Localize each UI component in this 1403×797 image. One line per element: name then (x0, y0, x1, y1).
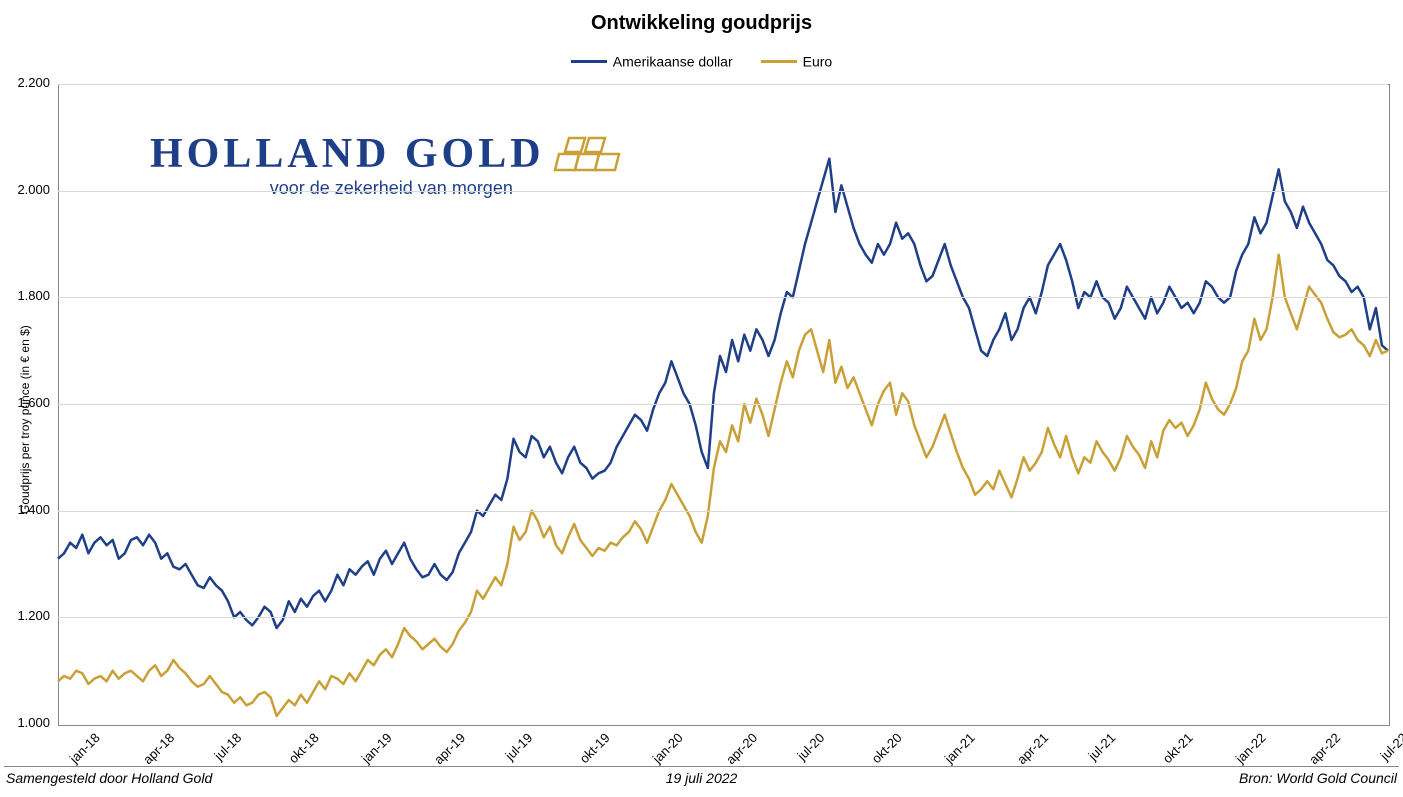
series-line (58, 255, 1388, 716)
gridline (58, 617, 1388, 618)
gold-bars-icon (553, 130, 633, 178)
y-tick-label: 1.800 (0, 288, 50, 303)
footer-separator (4, 766, 1399, 767)
holland-gold-logo: HOLLAND GOLD voor de zekerheid van morge… (150, 130, 633, 199)
gridline (58, 404, 1388, 405)
logo-text: HOLLAND GOLD (150, 130, 545, 178)
gridline (58, 297, 1388, 298)
series-line (58, 159, 1388, 628)
gridline (58, 84, 1388, 85)
y-tick-label: 1.000 (0, 715, 50, 730)
y-tick-label: 1.400 (0, 502, 50, 517)
line-series-svg (0, 0, 1403, 797)
footer-center-text: 19 juli 2022 (0, 770, 1403, 786)
logo-subtitle: voor de zekerheid van morgen (150, 178, 633, 199)
gridline (58, 191, 1388, 192)
y-tick-label: 2.000 (0, 182, 50, 197)
y-tick-label: 1.200 (0, 608, 50, 623)
y-tick-label: 2.200 (0, 75, 50, 90)
footer-right-text: Bron: World Gold Council (1239, 770, 1397, 786)
y-tick-label: 1.600 (0, 395, 50, 410)
gridline (58, 511, 1388, 512)
